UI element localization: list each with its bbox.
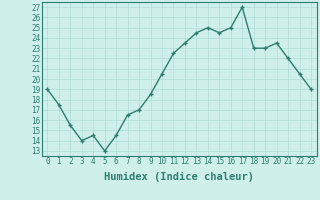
X-axis label: Humidex (Indice chaleur): Humidex (Indice chaleur) bbox=[104, 172, 254, 182]
